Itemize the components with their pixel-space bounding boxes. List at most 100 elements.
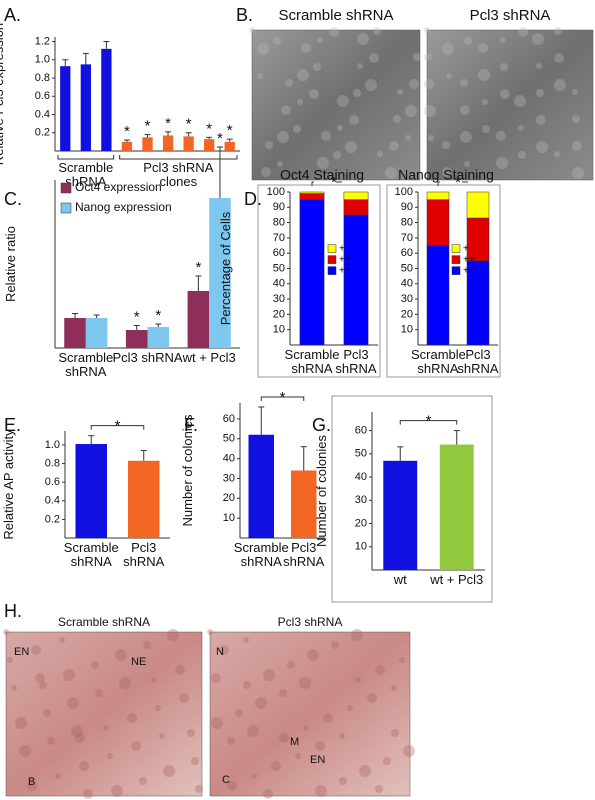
legend-label: ++ — [463, 254, 475, 265]
bar — [383, 460, 418, 570]
x-tick-label-box: Scramble shRNA — [284, 348, 340, 376]
cell-texture — [424, 27, 430, 33]
panel-label: B. — [236, 5, 253, 25]
bar-segment — [466, 191, 490, 219]
y-tick-label: 100 — [267, 186, 285, 198]
bar — [60, 66, 71, 151]
bar — [101, 48, 112, 151]
significance-mark: * — [134, 308, 140, 325]
significance-mark: * — [331, 174, 337, 191]
cell-texture — [424, 79, 434, 89]
x-tick-label-box: Scramble shRNA — [64, 541, 119, 569]
cell-texture — [315, 785, 327, 797]
cell-texture — [271, 761, 281, 771]
cell-texture — [83, 789, 93, 799]
cell-texture — [211, 717, 223, 729]
cell-texture — [167, 629, 179, 641]
x-tick-label-box: wt — [394, 573, 407, 587]
significance-mark: * — [115, 418, 121, 435]
cell-texture — [460, 79, 468, 87]
significance-mark: * — [186, 116, 192, 133]
chart-title: Nanog Staining — [398, 167, 494, 183]
cell-texture — [424, 105, 436, 117]
legend-swatch — [60, 182, 72, 194]
cell-texture — [317, 37, 323, 43]
cell-texture — [191, 757, 199, 765]
bar — [439, 444, 474, 570]
cell-texture — [349, 115, 359, 125]
bar — [204, 139, 215, 151]
cell-texture — [367, 693, 377, 703]
cell-texture — [514, 95, 526, 107]
image-caption: Pcl3 shRNA — [278, 615, 343, 629]
y-tick-label: 40 — [401, 278, 413, 290]
cell-texture — [257, 43, 269, 55]
x-tick-label-box: Pcl3 shRNA — [283, 541, 324, 569]
cell-texture — [572, 167, 584, 179]
tissue-label: EN — [14, 646, 29, 658]
cell-texture — [393, 115, 401, 123]
group-label-box: Pcl3 shRNA clones — [143, 161, 213, 189]
cell-texture — [35, 673, 45, 683]
cell-texture — [43, 709, 51, 717]
cell-texture — [554, 53, 564, 63]
y-tick-label: 100 — [395, 186, 413, 198]
cell-texture — [115, 649, 127, 661]
panel-frame — [331, 395, 493, 603]
y-axis-label-box: Number of colonies — [315, 435, 329, 547]
panel-frame — [386, 184, 501, 378]
cell-texture — [195, 785, 203, 793]
legend-swatch — [451, 255, 461, 264]
y-tick-label: 10 — [273, 324, 285, 336]
y-tick-label: 80 — [401, 217, 413, 229]
cell-texture — [536, 63, 542, 69]
cell-texture — [383, 757, 391, 765]
bar — [187, 291, 210, 348]
cell-texture — [536, 89, 544, 97]
x-tick-label: Scramble shRNA — [284, 348, 340, 376]
x-tick-label: Pcl3 shRNA — [123, 541, 165, 569]
cell-texture — [255, 697, 267, 709]
cell-texture — [127, 713, 137, 723]
significance-bracket — [90, 425, 145, 430]
cell-texture — [351, 629, 363, 641]
y-tick-label: 60 — [355, 424, 367, 436]
x-tick-label-box: Scramble shRNA — [411, 348, 465, 376]
cell-texture — [464, 161, 470, 167]
y-tick-label: 90 — [401, 201, 413, 213]
legend-label: + — [463, 243, 469, 254]
cell-texture — [345, 141, 357, 153]
image-caption: Scramble shRNA — [278, 7, 393, 24]
bar-segment — [299, 199, 325, 346]
cell-texture — [187, 729, 195, 737]
cell-texture — [297, 99, 303, 105]
tissue-label: C — [222, 774, 230, 786]
significance-mark: * — [124, 123, 130, 140]
cell-texture — [47, 737, 55, 745]
cell-texture — [175, 665, 185, 675]
cell-texture — [235, 709, 243, 717]
bar — [162, 135, 174, 151]
cell-texture — [496, 131, 506, 141]
x-tick-label-box: Pcl3 shRNA — [123, 541, 165, 569]
cell-texture — [27, 781, 37, 791]
cell-texture — [119, 677, 131, 689]
cell-texture — [3, 629, 9, 635]
legend-label: Nanog expression — [75, 200, 172, 214]
cell-texture — [500, 89, 510, 99]
bar — [147, 327, 170, 348]
bar — [142, 137, 153, 151]
y-tick-label: 40 — [223, 452, 235, 464]
cell-texture — [532, 33, 544, 45]
cell-texture — [151, 677, 157, 683]
cell-texture — [478, 69, 490, 81]
y-tick-label: 10 — [355, 541, 367, 553]
cell-texture — [391, 729, 399, 737]
y-tick-label: 20 — [223, 492, 235, 504]
panel-label: A. — [4, 5, 21, 25]
y-axis-label-box: Number of colonies — [181, 415, 195, 527]
significance-mark: * — [155, 307, 161, 324]
cell-texture — [279, 689, 287, 697]
cell-texture — [263, 669, 275, 681]
cell-texture — [496, 157, 508, 169]
